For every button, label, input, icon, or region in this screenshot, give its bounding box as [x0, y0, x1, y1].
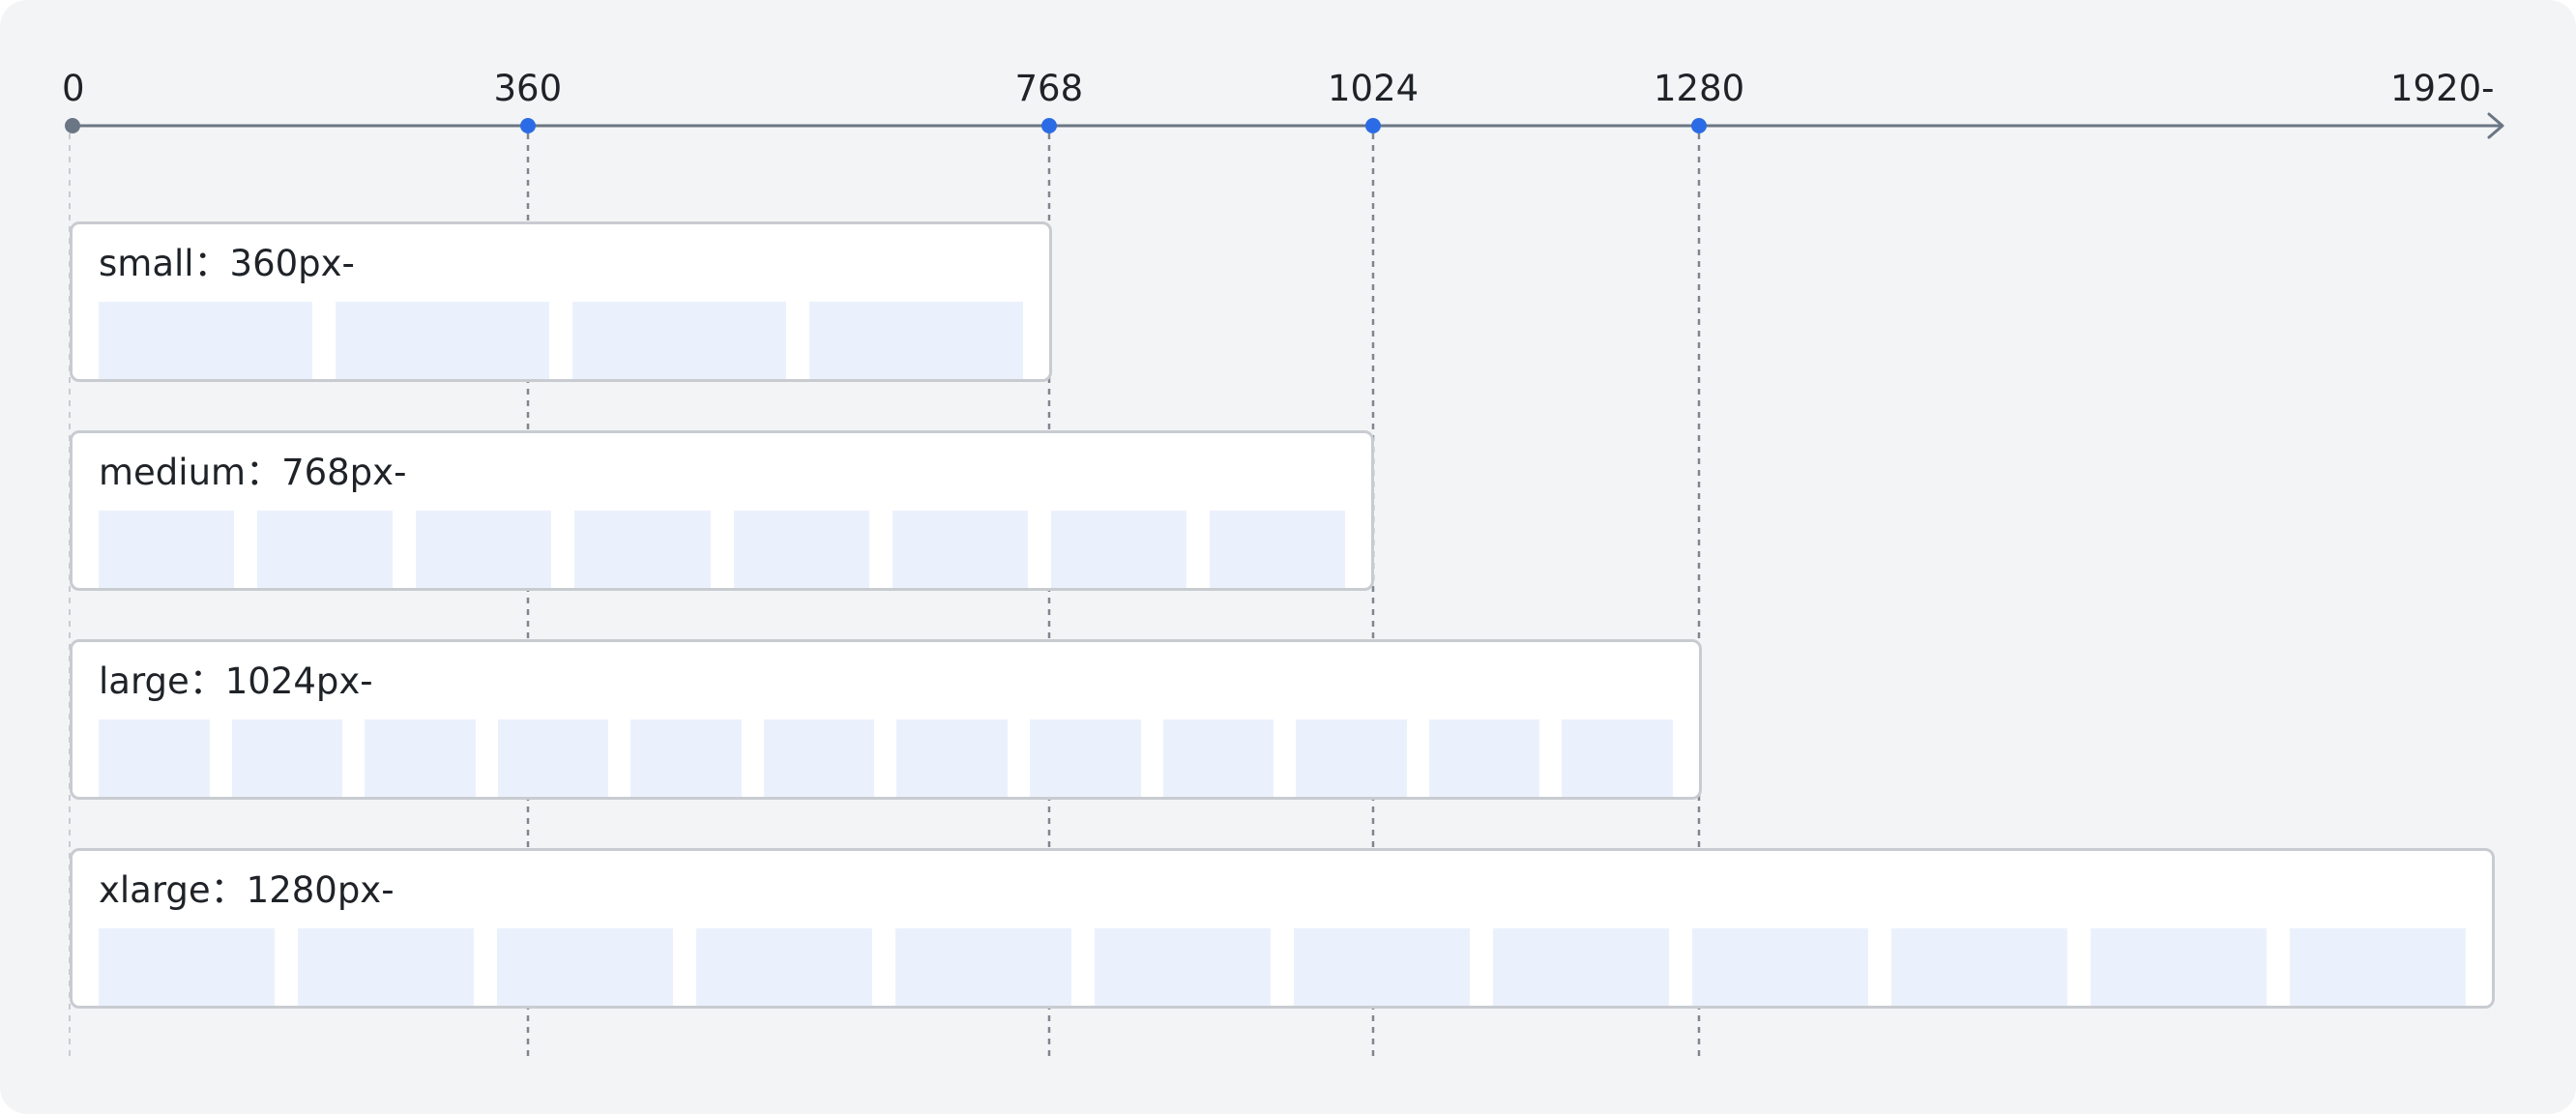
tick-label-768: 768: [1014, 68, 1084, 109]
grid-columns-xlarge: [99, 928, 2466, 1006]
grid-column: [892, 511, 1028, 588]
grid-column: [1162, 719, 1274, 797]
grid-column: [1891, 928, 2067, 1006]
grid-column: [257, 511, 394, 588]
grid-column: [2091, 928, 2267, 1006]
grid-column: [630, 719, 742, 797]
grid-column: [1050, 511, 1186, 588]
breakpoint-card-medium: medium：768px-: [70, 430, 1374, 591]
grid-column: [1692, 928, 1868, 1006]
grid-column: [1030, 719, 1141, 797]
grid-column: [365, 719, 476, 797]
grid-column: [1095, 928, 1271, 1006]
breakpoint-card-small: small：360px-: [70, 221, 1052, 382]
breakpoint-label-medium: medium：768px-: [99, 452, 407, 493]
grid-column: [896, 719, 1009, 797]
grid-column: [1562, 719, 1673, 797]
tick-dot-1280: [1691, 118, 1707, 133]
grid-column: [99, 302, 312, 379]
grid-column: [733, 511, 869, 588]
grid-columns-medium: [99, 511, 1345, 588]
grid-column: [416, 511, 552, 588]
tick-label-0: 0: [62, 68, 85, 109]
grid-columns-large: [99, 719, 1673, 797]
breakpoint-label-small: small：360px-: [99, 243, 355, 284]
grid-column: [809, 302, 1023, 379]
grid-column: [298, 928, 474, 1006]
tick-dot-1024: [1365, 118, 1381, 133]
grid-column: [763, 719, 875, 797]
grid-column: [99, 719, 210, 797]
grid-column: [895, 928, 1071, 1006]
grid-column: [99, 511, 235, 588]
tick-dot-0: [65, 118, 80, 133]
axis-arrow-icon: [2487, 112, 2504, 139]
grid-column: [1294, 928, 1470, 1006]
grid-column: [231, 719, 343, 797]
tick-dot-360: [520, 118, 536, 133]
breakpoint-card-xlarge: xlarge：1280px-: [70, 848, 2495, 1009]
grid-column: [1428, 719, 1540, 797]
breakpoint-label-xlarge: xlarge：1280px-: [99, 869, 395, 911]
grid-column: [574, 511, 711, 588]
grid-column: [497, 928, 673, 1006]
grid-column: [1493, 928, 1669, 1006]
grid-column: [336, 302, 549, 379]
tick-dot-768: [1041, 118, 1057, 133]
tick-label-360: 360: [493, 68, 563, 109]
grid-column: [696, 928, 872, 1006]
tick-label-1280: 1280: [1654, 68, 1745, 109]
grid-columns-small: [99, 302, 1023, 379]
breakpoint-label-large: large：1024px-: [99, 660, 373, 702]
grid-column: [99, 928, 275, 1006]
grid-column: [1296, 719, 1407, 797]
breakpoint-card-large: large：1024px-: [70, 639, 1702, 800]
tick-label-1024: 1024: [1328, 68, 1420, 109]
grid-column: [572, 302, 786, 379]
grid-column: [1209, 511, 1345, 588]
grid-column: [2290, 928, 2466, 1006]
grid-column: [497, 719, 609, 797]
tick-label-end: 1920-: [2390, 68, 2495, 109]
